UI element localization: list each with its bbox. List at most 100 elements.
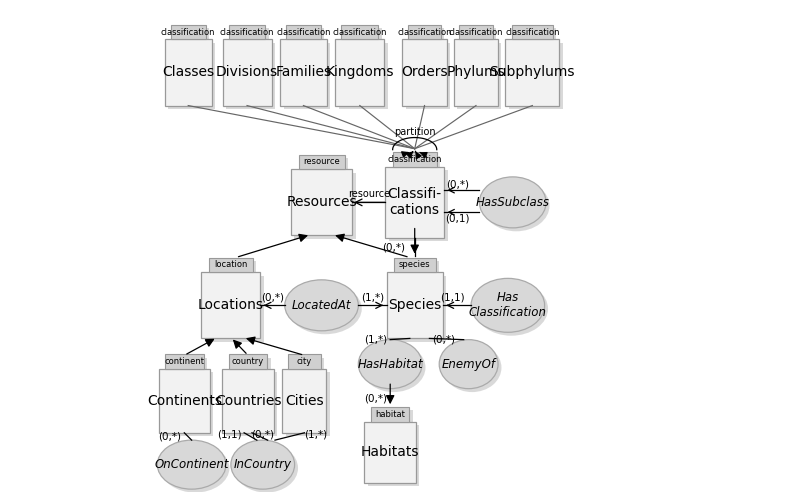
Text: (1,*): (1,*) [364, 334, 387, 344]
Bar [232, 358, 270, 373]
Text: InCountry: InCountry [234, 458, 292, 471]
Bar [229, 354, 267, 369]
Text: Kingdoms: Kingdoms [326, 66, 394, 79]
Text: classification: classification [220, 28, 274, 36]
Bar [374, 411, 413, 425]
Bar [459, 25, 493, 39]
Text: Subphylums: Subphylums [490, 66, 575, 79]
Text: HasHabitat: HasHabitat [358, 357, 423, 371]
Ellipse shape [158, 440, 226, 489]
Text: continent: continent [164, 357, 204, 366]
Bar [226, 373, 277, 436]
Bar [402, 39, 446, 106]
Ellipse shape [483, 180, 550, 231]
Text: Classifi-
cations: Classifi- cations [388, 187, 442, 217]
Bar [397, 261, 439, 276]
Text: Cities: Cities [285, 394, 324, 408]
Bar [158, 369, 210, 433]
Ellipse shape [439, 340, 498, 388]
Bar [386, 167, 444, 238]
Text: location: location [214, 260, 247, 269]
Bar [512, 25, 553, 39]
Bar [222, 39, 271, 106]
Bar [291, 169, 352, 236]
Bar [205, 276, 264, 342]
Text: classification: classification [161, 28, 215, 36]
Bar [232, 28, 269, 43]
Bar [393, 152, 437, 167]
Text: EnemyOf: EnemyOf [442, 357, 496, 371]
Text: (0,*): (0,*) [364, 393, 387, 403]
Text: country: country [232, 357, 264, 366]
Bar [168, 43, 215, 109]
Ellipse shape [479, 177, 546, 228]
Ellipse shape [285, 280, 358, 331]
Bar [408, 25, 441, 39]
Bar [222, 369, 274, 433]
Text: classification: classification [398, 28, 452, 36]
Bar [515, 28, 556, 43]
Bar [386, 272, 443, 338]
Text: (1,1): (1,1) [217, 429, 242, 439]
Bar [463, 28, 496, 43]
Ellipse shape [288, 283, 362, 334]
Text: classification: classification [276, 28, 330, 36]
Text: Has
Classification: Has Classification [469, 291, 547, 319]
Bar [365, 422, 416, 483]
Ellipse shape [231, 440, 294, 489]
Text: classification: classification [387, 155, 442, 164]
Ellipse shape [161, 444, 230, 493]
Bar [389, 170, 447, 242]
Text: classification: classification [333, 28, 387, 36]
Bar [506, 39, 559, 106]
Bar [368, 425, 419, 487]
Text: Families: Families [275, 66, 331, 79]
Ellipse shape [362, 343, 426, 392]
Text: Locations: Locations [198, 298, 264, 313]
Bar [458, 43, 502, 109]
Text: classification: classification [449, 28, 503, 36]
Bar [302, 158, 348, 173]
Bar [294, 173, 356, 239]
Text: (0,*): (0,*) [433, 334, 456, 344]
Ellipse shape [474, 282, 548, 336]
Text: Divisions: Divisions [216, 66, 278, 79]
Text: Resources: Resources [286, 195, 357, 210]
Bar [286, 25, 321, 39]
Bar [390, 276, 446, 342]
Bar [280, 39, 326, 106]
Bar [226, 43, 275, 109]
Text: Continents: Continents [147, 394, 222, 408]
Bar [174, 28, 209, 43]
Ellipse shape [471, 279, 545, 332]
Text: (0,*): (0,*) [382, 243, 406, 253]
Text: HasSubclass: HasSubclass [476, 196, 550, 209]
Bar [282, 369, 326, 433]
Text: Phylums: Phylums [446, 66, 506, 79]
Bar [209, 257, 253, 272]
Text: habitat: habitat [375, 410, 405, 419]
Bar [291, 358, 324, 373]
Text: city: city [297, 357, 312, 366]
Bar [165, 354, 204, 369]
Bar [371, 407, 410, 422]
Bar [338, 43, 388, 109]
Text: (0,*): (0,*) [261, 292, 284, 303]
Bar [345, 28, 382, 43]
Text: resource: resource [348, 188, 390, 199]
Text: Classes: Classes [162, 66, 214, 79]
Text: classification: classification [505, 28, 560, 36]
Bar [170, 25, 206, 39]
Bar [394, 257, 436, 272]
Text: (1,*): (1,*) [304, 429, 326, 439]
Text: Habitats: Habitats [361, 445, 419, 459]
Text: (0,*): (0,*) [158, 431, 181, 441]
Ellipse shape [358, 340, 422, 388]
Text: partition: partition [394, 127, 435, 137]
Bar [290, 28, 324, 43]
Text: OnContinent: OnContinent [154, 458, 229, 471]
Bar [342, 25, 378, 39]
Text: (0,1): (0,1) [446, 213, 470, 223]
Bar [288, 354, 321, 369]
Ellipse shape [234, 444, 298, 493]
